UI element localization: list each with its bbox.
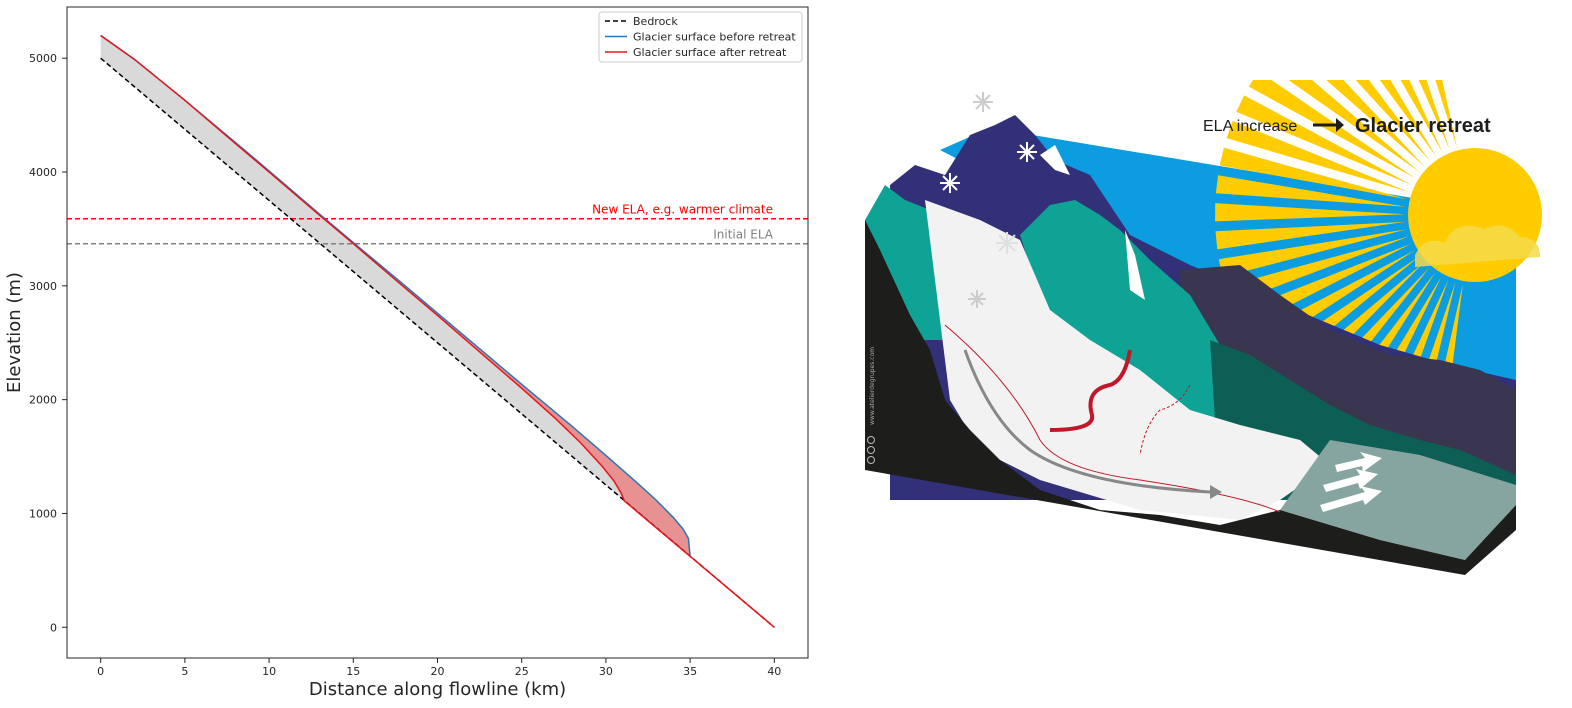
sun-ray [1355, 80, 1431, 162]
x-tick-label: 15 [346, 665, 360, 678]
x-tick-label: 10 [262, 665, 276, 678]
sun-ray [1236, 95, 1412, 185]
arrow-right-icon [1313, 118, 1344, 132]
y-axis-title: Elevation (m) [4, 272, 25, 393]
y-tick-label: 0 [50, 621, 57, 634]
glacier-outline [944, 324, 1281, 513]
y-tick-label: 2000 [29, 394, 57, 407]
sun-ray [1219, 147, 1407, 200]
x-tick-label: 20 [431, 665, 445, 678]
x-tick-label: 30 [599, 665, 613, 678]
ela-label-0: New ELA, e.g. warmer climate [592, 203, 773, 217]
legend-box [598, 11, 803, 63]
x-tick-label: 35 [683, 665, 697, 678]
y-tick-label: 3000 [29, 280, 57, 293]
sun-ray [1218, 229, 1407, 278]
license-icons [867, 436, 875, 464]
glacier-profile-chart: New ELA, e.g. warmer climate Initial ELA 0… [4, 6, 809, 700]
x-tick-label: 0 [97, 665, 104, 678]
y-tick-label: 5000 [29, 52, 57, 65]
credit-text: www.atelierdegrupes.com [869, 347, 876, 425]
legend-label-0: Bedrock [633, 15, 678, 28]
series-line-0 [100, 57, 775, 628]
fill-area-1 [100, 35, 691, 557]
y-tick-label: 4000 [29, 166, 57, 179]
series-line-2 [100, 34, 775, 628]
legend-label-1: Glacier surface before retreat [633, 31, 796, 44]
sun-ray [1215, 221, 1406, 250]
flow-arrow-icon [963, 349, 1211, 494]
new-ela-line [1049, 349, 1132, 432]
sun-ray [1248, 80, 1416, 179]
x-tick-label: 40 [767, 665, 781, 678]
bedrock-block [865, 220, 1516, 575]
ela-increase-label: ELA increase [1203, 118, 1297, 135]
sun-ray [1225, 236, 1409, 304]
glacier-retreat-illustration: www.atelierdegrupes.com ELA increase Gla… [865, 80, 1542, 575]
glacier-retreat-label: Glacier retreat [1355, 115, 1491, 137]
retreat-arrows-icon [1320, 452, 1382, 512]
x-tick-label: 5 [181, 665, 188, 678]
x-axis-title: Distance along flowline (km) [309, 679, 566, 700]
series-line-1 [100, 34, 691, 557]
flow-arrowhead-icon [1210, 485, 1222, 499]
y-tick-label: 1000 [29, 507, 57, 520]
snow-patch [1040, 145, 1145, 300]
ela-label-1: Initial ELA [713, 228, 774, 242]
cloud-icon [1415, 225, 1540, 267]
sun-ray [1226, 120, 1409, 192]
fill-area-0 [100, 35, 775, 628]
sun-ray [1379, 80, 1437, 157]
x-tick-label: 25 [515, 665, 529, 678]
snowflake-icon [940, 92, 1037, 308]
sun-ray [1215, 175, 1406, 207]
glacier-body [925, 200, 1330, 520]
legend-label-2: Glacier surface after retreat [633, 46, 787, 59]
initial-ela-line [1139, 384, 1191, 456]
sun-ray [1215, 203, 1406, 222]
teal-ridge-center [1020, 200, 1310, 430]
